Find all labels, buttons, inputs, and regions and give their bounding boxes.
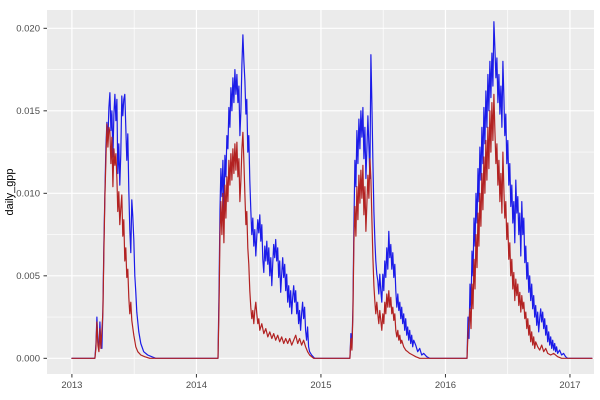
y-axis-title: daily_gpp	[4, 168, 16, 215]
x-tick-label: 2013	[61, 380, 82, 391]
y-tick-label: 0.010	[16, 189, 40, 200]
axis-ticks	[43, 27, 571, 378]
x-tick-label: 2017	[559, 380, 580, 391]
blue-series	[71, 21, 593, 359]
x-tick-label: 2016	[435, 380, 456, 391]
x-tick-label: 2015	[310, 380, 331, 391]
x-tick-label: 2014	[186, 380, 207, 391]
y-tick-label: 0.000	[16, 354, 40, 365]
y-tick-label: 0.005	[16, 271, 40, 282]
y-tick-label: 0.015	[16, 106, 40, 117]
red-series	[71, 93, 593, 359]
y-tick-label: 0.020	[16, 24, 40, 35]
